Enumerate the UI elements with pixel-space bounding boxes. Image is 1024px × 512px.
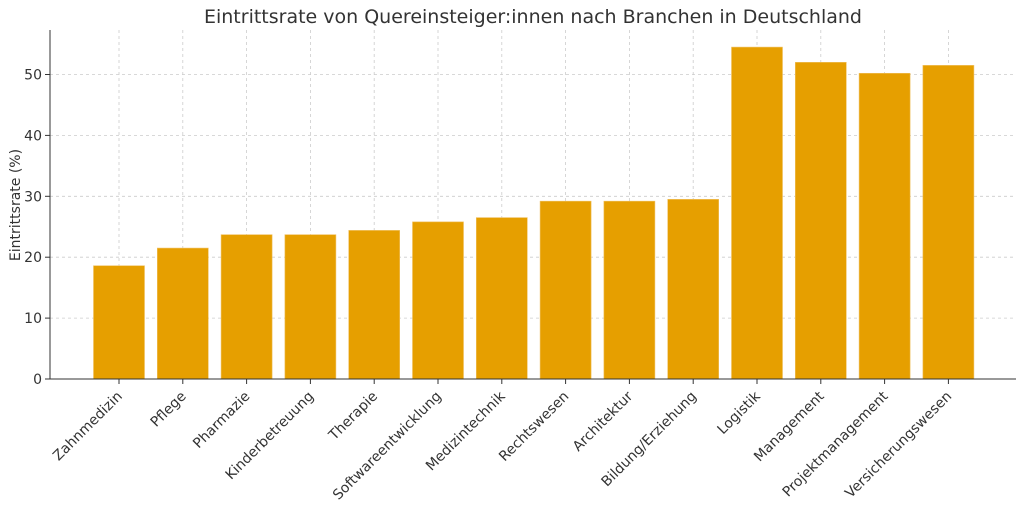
bar-kinderbetreuung (284, 234, 337, 380)
x-tick-label: Logistik (715, 388, 765, 438)
y-tick-label: 40 (24, 128, 42, 144)
x-tick-label: Versicherungswesen (842, 389, 955, 502)
bar-therapie (348, 230, 401, 380)
bar-logistik (731, 46, 783, 380)
bar-zahnmedizin (93, 265, 145, 380)
y-axis-label: Eintrittsrate (%) (8, 149, 24, 261)
bar-medizintechnik (475, 217, 528, 380)
x-tick-label: Architektur (570, 388, 637, 455)
y-tick-label: 50 (24, 68, 42, 84)
x-tick-label: Projektmanagement (780, 388, 892, 500)
y-tick-label: 10 (24, 311, 42, 327)
bar-versicherungswesen (922, 65, 975, 380)
x-tick-label: Pflege (148, 389, 190, 431)
bar-management (794, 62, 847, 380)
x-tick-label: Pharmazie (190, 389, 253, 452)
y-tick-label: 30 (24, 189, 42, 205)
x-tick-label: Zahnmedizin (50, 389, 126, 465)
bar-architektur (603, 200, 656, 380)
bar-rechtswesen (539, 200, 592, 380)
x-tick-label: Therapie (325, 389, 381, 445)
bar-projektmanagement (858, 72, 911, 380)
bar-pflege (157, 247, 209, 380)
bar-softwareentwicklung (412, 221, 464, 380)
y-tick-label: 20 (24, 250, 42, 266)
bar-bildung-erziehung (667, 199, 720, 380)
chart-title: Eintrittsrate von Quereinsteiger:innen n… (204, 6, 862, 28)
x-tick-label: Softwareentwicklung (330, 389, 445, 504)
bar-pharmazie (220, 234, 273, 380)
y-tick-label: 0 (33, 372, 42, 388)
